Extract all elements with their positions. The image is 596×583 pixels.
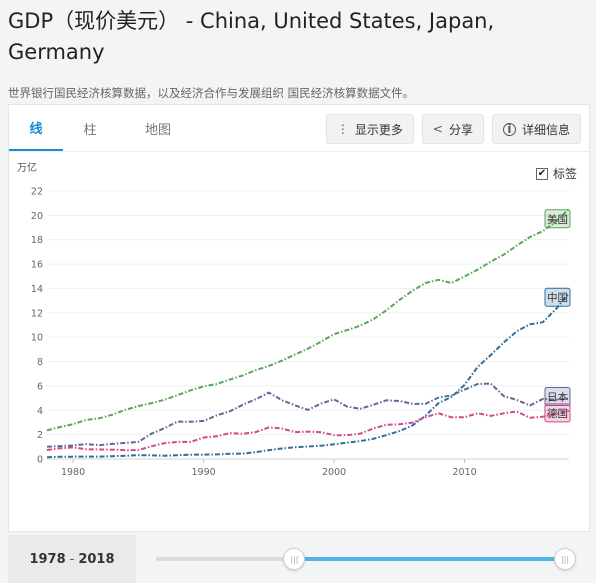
labels-checkbox[interactable]: ✔ [535, 167, 548, 180]
show-more-label: 显示更多 [354, 122, 403, 137]
y-axis-label: 万亿 [17, 161, 37, 174]
share-button[interactable]: < 分享 [421, 114, 484, 144]
x-tick-label: 2010 [453, 467, 477, 478]
series-label-box [544, 287, 571, 307]
series-label-box [544, 386, 571, 406]
slider-handle-end[interactable]: ||| [554, 548, 576, 570]
y-tick-label: 6 [37, 381, 43, 392]
details-button[interactable]: i 详细信息 [491, 114, 581, 144]
page-title: GDP（现价美元） - China, United States, Japan,… [8, 9, 495, 64]
y-tick-label: 10 [31, 333, 43, 344]
source-note: 世界银行国民经济核算数据，以及经济合作与发展组织 国民经济核算数据文件。 [8, 86, 415, 100]
gdp-line-chart: 0 2 4 6 8 10 12 14 16 18 20 22 万亿 1980 1990 2000 2010 美国中… [9, 153, 589, 531]
labels-toggle[interactable]: ✔ 标签 [535, 165, 577, 182]
x-tick-label: 1990 [192, 467, 216, 478]
tab-bar[interactable]: 柱 [83, 122, 97, 138]
range-end: 2018 [78, 551, 115, 567]
series-line-0 [46, 208, 570, 432]
x-tick-label: 1980 [61, 467, 85, 478]
series-line-2 [46, 382, 570, 448]
series-line-3 [46, 409, 570, 452]
y-tick-label: 12 [31, 308, 43, 319]
toolbar: ⋮ 显示更多 < 分享 i 详细信息 [325, 114, 581, 144]
series-label: 日本 [547, 390, 568, 403]
series-label-box [544, 209, 571, 229]
year-range-slider[interactable]: ||| ||| [156, 535, 576, 583]
chart-svg: 0 2 4 6 8 10 12 14 16 18 20 22 万亿 1980 1990 2000 2010 美国中… [17, 161, 571, 478]
tab-map[interactable]: 地图 [144, 122, 171, 138]
series-label: 美国 [547, 213, 568, 226]
y-tick-label: 4 [37, 406, 43, 417]
x-tick-label: 2000 [322, 467, 346, 478]
range-footer: 1978 - 2018 ||| ||| [8, 535, 590, 583]
slider-handle-start[interactable]: ||| [283, 548, 306, 570]
slider-fill [294, 557, 565, 561]
share-label: 分享 [448, 122, 473, 137]
chart-card: 线 柱 地图 ⋮ 显示更多 < 分享 i 详细信息 0 2 4 6 8 10 12 14 16 1… [8, 104, 590, 532]
y-tick-label: 22 [31, 187, 43, 198]
show-more-button[interactable]: ⋮ 显示更多 [325, 114, 414, 144]
series-label-box [544, 403, 571, 423]
share-icon: < [432, 122, 443, 136]
details-label: 详细信息 [521, 122, 570, 137]
y-tick-label: 0 [37, 455, 43, 466]
series-label: 中国 [547, 291, 568, 304]
series-label: 德国 [547, 407, 568, 420]
tab-divider [9, 151, 589, 152]
info-icon: i [502, 122, 516, 136]
y-tick-label: 2 [37, 430, 43, 441]
tab-line[interactable]: 线 [9, 105, 63, 151]
range-start: 1978 [29, 551, 66, 567]
view-tabs: 线 柱 地图 [9, 105, 199, 151]
range-separator: - [69, 551, 75, 567]
series-line-1 [46, 292, 570, 459]
y-tick-label: 20 [31, 211, 43, 222]
labels-toggle-label: 标签 [552, 167, 577, 181]
year-range-display: 1978 - 2018 [8, 535, 136, 583]
y-tick-label: 18 [31, 235, 43, 246]
vertical-dots-icon: ⋮ [336, 122, 349, 136]
y-tick-label: 16 [31, 260, 43, 271]
y-tick-label: 8 [37, 357, 43, 368]
y-tick-label: 14 [31, 284, 43, 295]
